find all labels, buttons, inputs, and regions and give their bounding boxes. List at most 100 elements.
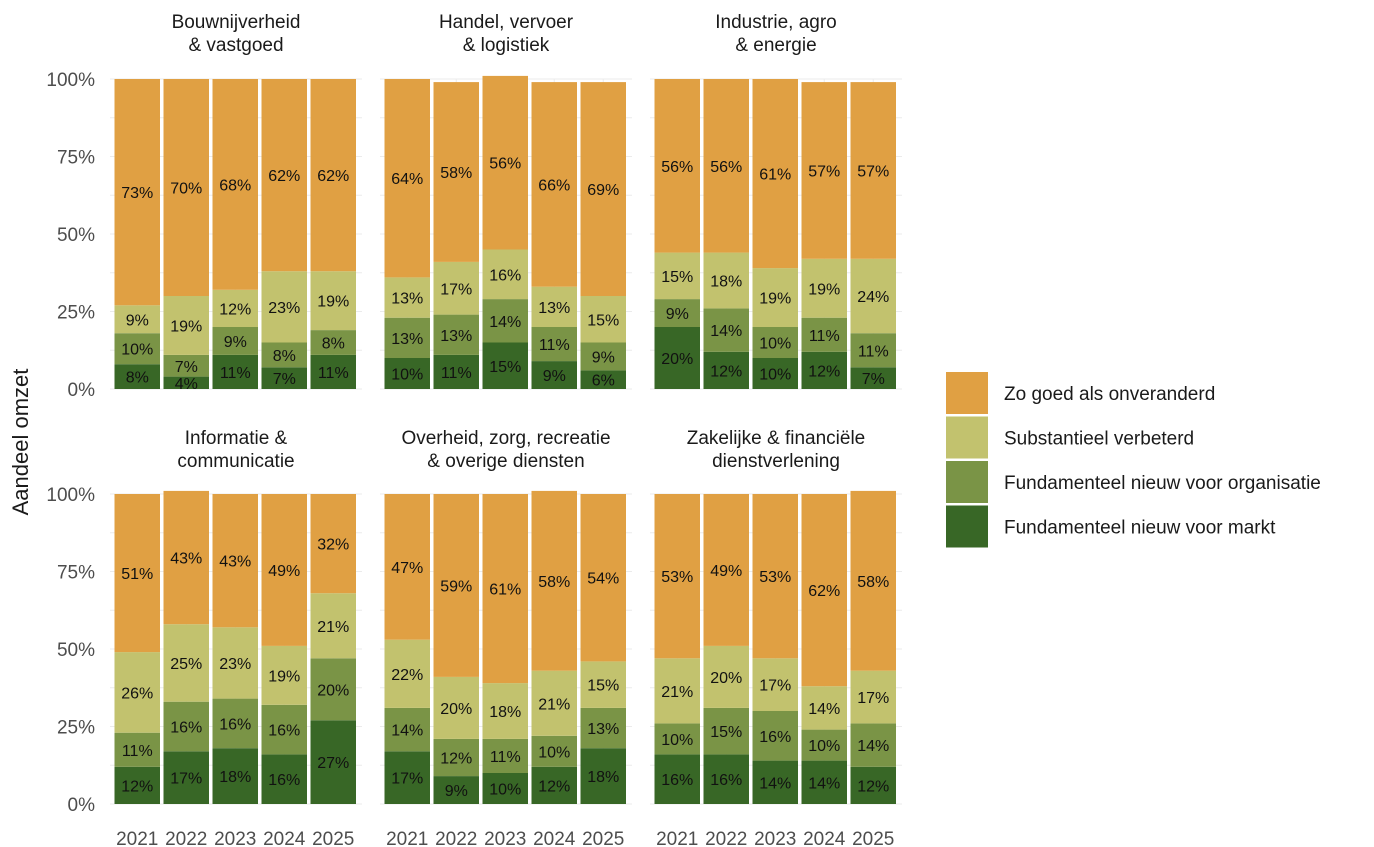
bar-segment (482, 342, 528, 389)
bar-segment (114, 732, 160, 767)
bar-segment (261, 367, 307, 389)
x-tick-label: 2024 (263, 829, 306, 847)
data-label: 15% (661, 269, 693, 286)
bar-segment (580, 707, 626, 749)
legend-label: Substantieel verbeterd (1004, 429, 1194, 450)
data-label: 8% (273, 348, 296, 365)
facet-title: dienstverlening (712, 451, 840, 472)
bar-segment (703, 494, 749, 646)
data-label: 16% (268, 772, 300, 789)
bar-segment (212, 494, 258, 628)
data-label: 21% (317, 619, 349, 636)
bar-segment (703, 79, 749, 253)
data-label: 21% (661, 684, 693, 701)
data-label: 56% (661, 159, 693, 176)
y-tick-label: 50% (57, 640, 95, 661)
data-label: 14% (710, 323, 742, 340)
data-label: 12% (857, 778, 889, 795)
bar-segment (384, 494, 430, 640)
data-label: 7% (273, 371, 296, 388)
bar-segment (531, 735, 577, 767)
data-label: 20% (440, 701, 472, 718)
data-label: 69% (587, 182, 619, 199)
bar-segment (654, 252, 700, 300)
bar-segment (433, 314, 479, 355)
bar-segment (310, 494, 356, 594)
bar-segment (384, 317, 430, 358)
data-label: 10% (759, 336, 791, 353)
bar-segment (163, 376, 209, 389)
bar-segment (384, 707, 430, 752)
bar-segment (703, 707, 749, 755)
bar-segment (482, 494, 528, 684)
bar-segment (384, 639, 430, 708)
bar-segment (801, 686, 847, 730)
data-label: 14% (759, 775, 791, 792)
bar-segment (531, 286, 577, 327)
bar-segment (850, 490, 896, 671)
bar-segment (261, 342, 307, 368)
bar-segment (261, 494, 307, 646)
data-label: 68% (219, 177, 251, 194)
bar-segment (310, 354, 356, 389)
data-label: 22% (391, 667, 423, 684)
data-label: 20% (710, 670, 742, 687)
bar-segment (163, 296, 209, 355)
data-label: 61% (489, 582, 521, 599)
legend-swatch (946, 505, 988, 548)
bar-segment (752, 79, 798, 269)
data-label: 19% (808, 281, 840, 298)
y-tick-label: 0% (68, 380, 96, 401)
bar-segment (801, 729, 847, 761)
bar-segment (261, 79, 307, 272)
data-label: 12% (121, 778, 153, 795)
data-label: 13% (587, 721, 619, 738)
bar-segment (531, 490, 577, 671)
legend-swatch (946, 461, 988, 503)
data-label: 18% (219, 769, 251, 786)
facet-title: Zakelijke & financiële (687, 428, 865, 449)
data-label: 11% (490, 749, 521, 766)
bar-segment (212, 627, 258, 699)
bar-segment (261, 754, 307, 804)
data-label: 11% (441, 365, 472, 382)
bar-segment (752, 268, 798, 327)
data-label: 16% (759, 729, 791, 746)
x-tick-label: 2023 (214, 829, 256, 847)
bar-segment (482, 683, 528, 739)
data-label: 62% (268, 168, 300, 185)
data-label: 32% (317, 537, 349, 554)
data-label: 62% (808, 583, 840, 600)
bar-segment (212, 748, 258, 804)
bar-segment (580, 370, 626, 389)
data-label: 13% (391, 291, 423, 308)
bar-segment (114, 494, 160, 653)
bar-segment (580, 296, 626, 343)
data-label: 17% (170, 771, 202, 788)
data-label: 27% (317, 755, 349, 772)
bar-segment (261, 645, 307, 705)
data-label: 9% (445, 783, 468, 800)
bar-segment (433, 82, 479, 262)
axes: Aandeel omzet Bouwnijverheid& vastgoed 0%… (8, 12, 894, 847)
bar-segment (801, 317, 847, 352)
data-label: 9% (592, 349, 615, 366)
bar-segment (163, 624, 209, 702)
data-label: 14% (808, 701, 840, 718)
bar-segment (654, 494, 700, 659)
data-label: 18% (587, 769, 619, 786)
bar-segment (114, 305, 160, 334)
bar-segment (580, 494, 626, 662)
data-label: 14% (391, 723, 423, 740)
data-label: 11% (858, 343, 889, 360)
legend: Zo goed als onveranderd Substantieel verb… (946, 372, 1321, 548)
data-label: 17% (759, 678, 791, 695)
data-label: 12% (710, 363, 742, 380)
data-label: 56% (489, 156, 521, 173)
bar-segment (310, 720, 356, 804)
data-label: 15% (587, 678, 619, 695)
y-tick-label: 50% (57, 225, 95, 246)
data-label: 49% (268, 563, 300, 580)
data-label: 19% (317, 294, 349, 311)
